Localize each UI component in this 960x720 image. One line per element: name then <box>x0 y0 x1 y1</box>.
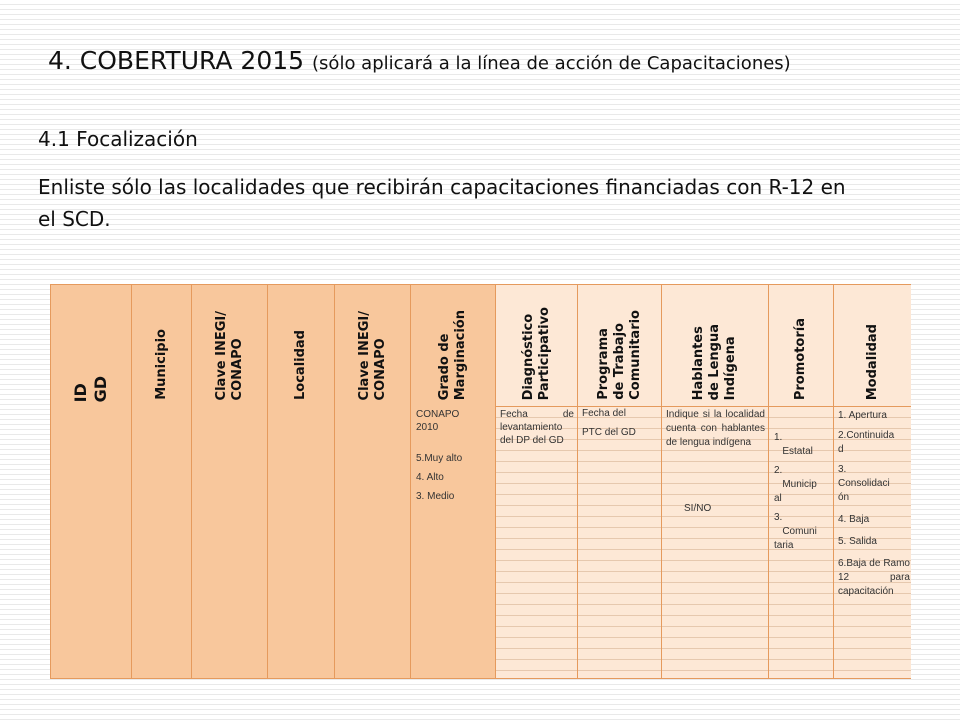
diagnostico-note: Fecha de levantamiento del DP del GD <box>500 409 574 446</box>
modalidad-option: 1. Apertura <box>838 410 887 421</box>
promotoria-option: 1. Estatal <box>774 432 813 457</box>
hablantes-note: Indique si la localidad cuenta con habla… <box>666 409 765 448</box>
promotoria-option: 2. Municip al <box>774 465 817 504</box>
marginacion-option: 5.Muy alto <box>416 453 463 464</box>
modalidad-option: 3. Consolidaci ón <box>838 464 890 503</box>
header-hablantes: Hablantes de Lengua Indígena <box>691 323 738 400</box>
column-clave-localidad: Clave INEGI/ CONAPO <box>334 285 410 678</box>
header-promotoria: Promotoría <box>793 317 808 400</box>
header-programa: Programa de Trabajo Comunitario <box>595 310 643 400</box>
marginacion-option: 3. Medio <box>416 491 455 502</box>
title-subtitle: (sólo aplicará a la línea de acción de C… <box>312 53 791 74</box>
header-grado-marginacion: Grado de Marginación <box>437 309 468 400</box>
marginacion-option: 4. Alto <box>416 472 444 483</box>
header-diagnostico: Diagnóstico Participativo <box>520 306 552 400</box>
header-id-gd: ID GD <box>71 375 110 402</box>
marginacion-notes: CONAPO 2010 5.Muy alto 4. Alto 3. Medio <box>416 408 488 502</box>
programa-note-line: PTC del GD <box>582 427 636 438</box>
modalidad-option: 4. Baja <box>838 514 870 525</box>
column-modalidad: Modalidad 1. Apertura 2.Continuida d 3. … <box>833 285 911 678</box>
title-main: 4. COBERTURA 2015 <box>48 46 305 75</box>
header-clave-municipio: Clave INEGI/ CONAPO <box>213 310 245 400</box>
header-clave-localidad: Clave INEGI/ CONAPO <box>356 310 388 400</box>
promotoria-option: 3. Comuni taria <box>774 512 817 551</box>
header-municipio: Municipio <box>153 329 169 400</box>
modalidad-options: 1. Apertura 2.Continuida d 3. Consolidac… <box>838 409 910 599</box>
marginacion-source: CONAPO 2010 <box>416 409 460 433</box>
header-modalidad: Modalidad <box>864 323 880 400</box>
header-localidad: Localidad <box>293 330 308 400</box>
column-hablantes: Hablantes de Lengua Indígena Indique si … <box>661 285 768 678</box>
column-id-gd: ID GD <box>51 285 131 678</box>
modalidad-option: 6.Baja de Ramo 12 para capacitación <box>838 558 910 597</box>
modalidad-option: 5. Salida <box>838 536 877 547</box>
promotoria-options: 1. Estatal 2. Municip al 3. Comuni taria <box>774 431 832 553</box>
section-instruction: Enliste sólo las localidades que recibir… <box>38 175 846 231</box>
column-diagnostico: Diagnóstico Participativo Fecha de levan… <box>495 285 577 678</box>
column-localidad: Localidad <box>267 285 334 678</box>
programa-note-line: Fecha del <box>582 408 626 419</box>
modalidad-option: 2.Continuida d <box>838 430 895 455</box>
column-programa: Programa de Trabajo Comunitario Fecha de… <box>577 285 661 678</box>
section-heading: 4.1 Focalización <box>38 127 198 151</box>
hablantes-value: SI/NO <box>684 503 712 514</box>
column-municipio: Municipio <box>131 285 191 678</box>
column-promotoria: Promotoría 1. Estatal 2. Municip al 3. C… <box>768 285 833 678</box>
column-grado-marginacion: Grado de Marginación CONAPO 2010 5.Muy a… <box>410 285 495 678</box>
column-clave-municipio: Clave INEGI/ CONAPO <box>191 285 267 678</box>
programa-note: Fecha del PTC del GD <box>582 408 658 438</box>
page-title: 4. COBERTURA 2015 (sólo aplicará a la lín… <box>48 46 791 75</box>
coverage-table: ID GD Municipio Clave INEGI/ CONAPO Loca… <box>50 284 911 679</box>
